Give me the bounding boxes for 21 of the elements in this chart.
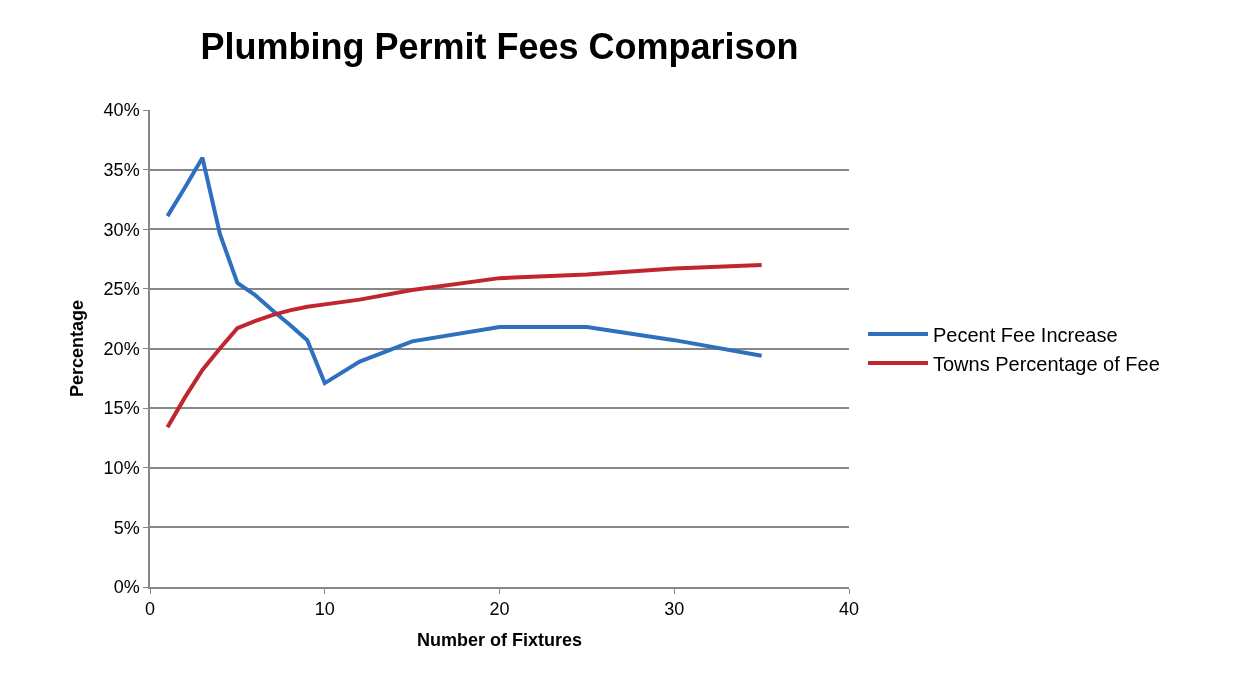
y-tick-label: 25% (103, 279, 140, 300)
x-tick-label: 30 (664, 599, 685, 620)
y-tick-label: 10% (103, 458, 140, 479)
x-tick-label: 20 (489, 599, 510, 620)
y-axis-title: Percentage (67, 299, 88, 398)
legend-label: Pecent Fee Increase (932, 323, 1118, 346)
x-axis-title: Number of Fixtures (416, 629, 583, 650)
x-tick-label: 40 (838, 599, 860, 620)
y-tick-label: 35% (103, 159, 140, 180)
y-tick-label: 15% (103, 398, 140, 419)
chart-title: Plumbing Permit Fees Comparison (200, 26, 799, 68)
y-tick-label: 20% (103, 338, 140, 359)
y-tick-label: 40% (103, 100, 140, 121)
y-tick-label: 0% (113, 577, 140, 598)
x-tick-label: 0 (144, 599, 156, 620)
legend-label: Towns Percentage of Fee (932, 352, 1160, 375)
y-tick-label: 30% (103, 219, 140, 240)
x-tick-label: 10 (314, 599, 335, 620)
line-series (165, 263, 764, 430)
y-tick-label: 5% (113, 517, 140, 538)
line-series (165, 155, 764, 386)
